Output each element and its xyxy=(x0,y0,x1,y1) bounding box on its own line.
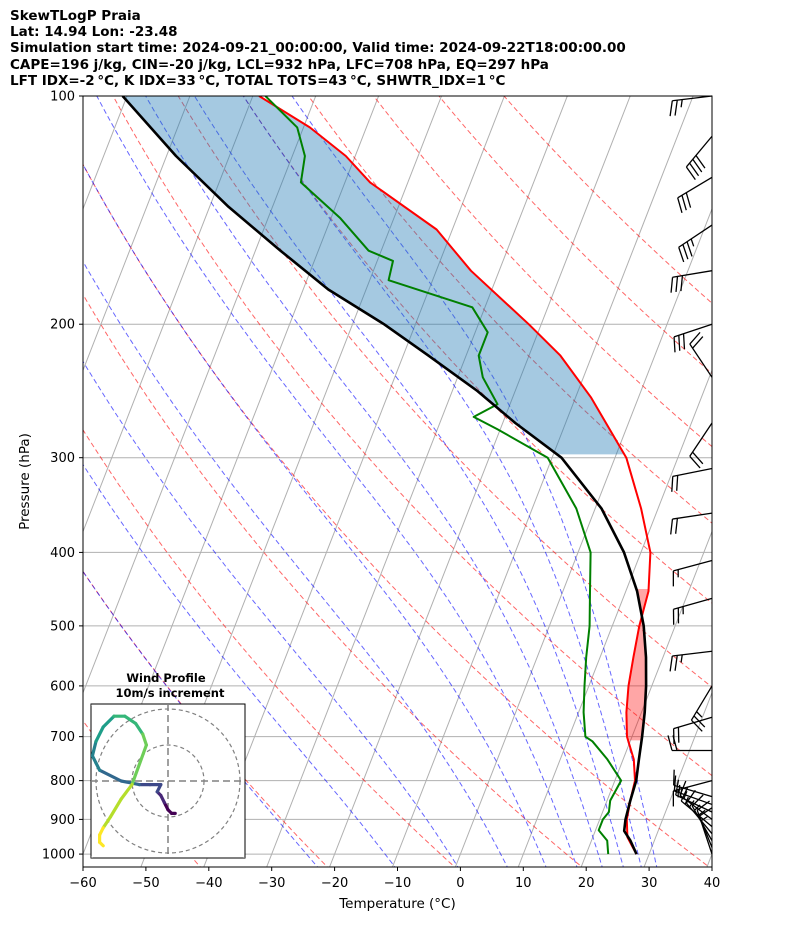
moist-adiabat xyxy=(193,96,624,867)
simulation-times: Simulation start time: 2024-09-21_00:00:… xyxy=(10,40,626,57)
isotherm-line xyxy=(83,96,254,533)
y-tick-label: 1000 xyxy=(42,848,75,863)
x-tick-label: 10 xyxy=(515,876,532,891)
wind-barb xyxy=(685,135,713,181)
dry-adiabat xyxy=(438,96,712,375)
isotherm-line xyxy=(0,96,1,867)
isotherm-line xyxy=(706,852,712,867)
wind-barb xyxy=(673,323,713,353)
chart-title: SkewTLogP Praia xyxy=(10,8,141,24)
x-tick-label: −60 xyxy=(69,876,96,891)
stability-indices-2: LFT IDX=-2 °C, K IDX=33 °C, TOTAL TOTS=4… xyxy=(10,72,506,89)
wind-barb xyxy=(672,559,713,587)
isotherm-line xyxy=(83,96,317,695)
y-tick-label: 600 xyxy=(50,679,75,694)
x-tick-label: −20 xyxy=(321,876,348,891)
hodograph-segment xyxy=(130,743,148,787)
isotherm-line xyxy=(83,96,191,372)
wind-barb xyxy=(670,270,713,293)
dry-adiabat xyxy=(83,163,710,867)
moist-adiabat xyxy=(83,570,319,867)
y-tick-label: 800 xyxy=(50,774,75,789)
hodograph-segment xyxy=(108,797,123,819)
moist-adiabat xyxy=(83,260,508,867)
dry-adiabat xyxy=(83,293,583,867)
wind-barb xyxy=(669,95,713,117)
isotherm-line xyxy=(203,96,505,867)
wind-barb xyxy=(673,775,713,806)
x-tick-label: −30 xyxy=(258,876,285,891)
x-tick-label: −50 xyxy=(132,876,159,891)
cin-shading xyxy=(122,96,625,455)
hodograph-segment xyxy=(123,714,138,726)
isotherm-line xyxy=(517,368,712,867)
dry-adiabat xyxy=(83,428,456,867)
moist-adiabat xyxy=(145,96,603,867)
y-tick-label: 300 xyxy=(50,451,75,466)
y-tick-label: 900 xyxy=(50,813,75,828)
dry-adiabat xyxy=(503,96,712,304)
x-tick-label: −40 xyxy=(195,876,222,891)
dewpoint-line xyxy=(264,96,623,855)
stability-indices-1: CAPE=196 j/kg, CIN=-20 j/kg, LCL=932 hPa… xyxy=(10,56,549,73)
isotherm-line xyxy=(266,96,568,867)
parcel-line xyxy=(121,96,648,855)
x-tick-label: 40 xyxy=(704,876,721,891)
chart-header: SkewTLogP Praia Lat: 14.94 Lon: -23.48 S… xyxy=(10,8,790,89)
hodograph-segment xyxy=(119,782,134,801)
wind-barb xyxy=(677,176,713,213)
isotherm-line xyxy=(391,96,694,867)
isotherm-line xyxy=(643,691,712,867)
hodograph-segment xyxy=(141,732,148,747)
moist-adiabat xyxy=(83,360,459,867)
dry-adiabat xyxy=(112,96,712,777)
x-tick-label: −10 xyxy=(384,876,411,891)
wind-barb xyxy=(673,769,713,798)
wind-barb xyxy=(678,224,713,263)
hodograph-subtitle: 10m/s increment xyxy=(116,686,225,700)
hodograph-segment xyxy=(94,725,105,744)
dry-adiabat xyxy=(177,96,712,688)
isotherm-line xyxy=(580,530,712,867)
hodograph-segment xyxy=(97,768,123,783)
y-axis-label: Pressure (hPa) xyxy=(17,433,33,530)
wind-barb xyxy=(671,467,713,492)
moist-adiabat xyxy=(96,96,578,867)
moist-adiabat xyxy=(291,96,658,867)
y-tick-label: 400 xyxy=(50,546,75,561)
x-tick-label: 20 xyxy=(578,876,595,891)
y-tick-label: 500 xyxy=(50,619,75,634)
moist-adiabat xyxy=(83,163,547,867)
moist-adiabat xyxy=(83,463,396,867)
station-location: Lat: 14.94 Lon: -23.48 xyxy=(10,24,178,41)
hodograph-segment xyxy=(101,815,113,830)
isotherm-line xyxy=(454,207,712,867)
y-tick-label: 100 xyxy=(50,90,75,105)
isotherm-line xyxy=(329,96,631,867)
x-tick-label: 30 xyxy=(641,876,658,891)
wind-barb xyxy=(672,716,713,745)
x-axis-label: Temperature (°C) xyxy=(338,896,456,912)
x-tick-label: 0 xyxy=(456,876,464,891)
wind-barb xyxy=(672,779,713,807)
y-tick-label: 200 xyxy=(50,318,75,333)
hodograph-title: Wind Profile xyxy=(126,671,206,685)
wind-barb xyxy=(689,422,713,469)
y-tick-label: 700 xyxy=(50,730,75,745)
hodograph-segment xyxy=(101,714,116,729)
wind-barb xyxy=(689,331,713,378)
hodograph-segment xyxy=(119,779,141,787)
hodograph-segment xyxy=(134,721,145,736)
hodograph-segment xyxy=(91,739,98,758)
wind-barb xyxy=(690,685,713,732)
wind-barb xyxy=(672,597,713,625)
wind-barb xyxy=(670,512,713,535)
hodograph-segment xyxy=(97,840,105,848)
wind-barb xyxy=(669,650,713,672)
dry-adiabat xyxy=(373,96,712,448)
